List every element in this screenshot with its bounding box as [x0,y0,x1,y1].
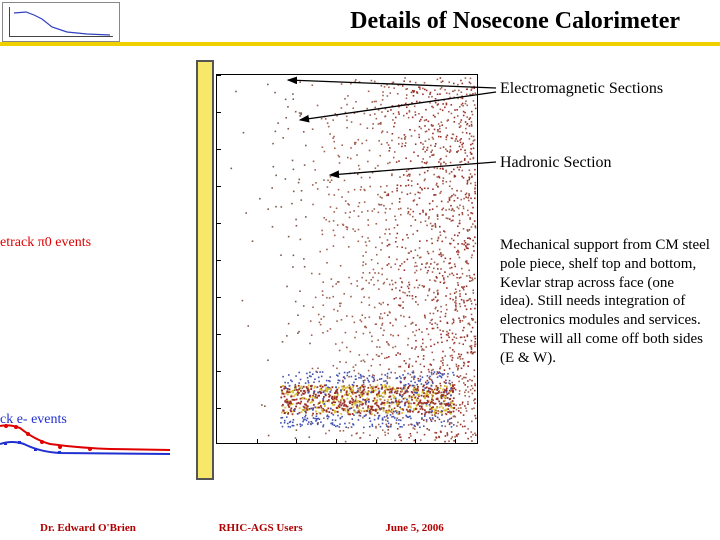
description-text: Mechanical support from CM steel pole pi… [500,236,710,367]
footer-date: June 5, 2006 [385,522,443,534]
footer-venue: RHIC-AGS Users [219,522,303,534]
footer-author: Dr. Edward O'Brien [40,522,136,534]
footer: Dr. Edward O'Brien RHIC-AGS Users June 5… [40,522,680,534]
